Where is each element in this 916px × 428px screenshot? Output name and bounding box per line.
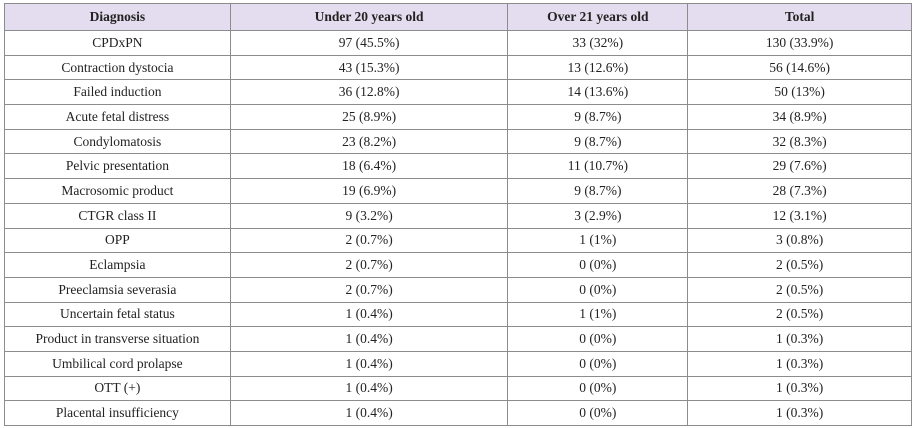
table-row: Pelvic presentation 18 (6.4%) 11 (10.7%) 29… (4, 153, 912, 180)
table-cell: 36 (12.8%) (229, 79, 509, 106)
table-row: Umbilical cord prolapse 1 (0.4%) 0 (0%) 1 (… (4, 350, 912, 377)
table-cell: 56 (14.6%) (687, 54, 912, 81)
table-cell: OTT (+) (4, 375, 231, 402)
table-cell: 1 (0.4%) (229, 326, 509, 352)
table-cell: 9 (8.7%) (507, 104, 689, 130)
header-cell: Diagnosis (4, 3, 231, 31)
table-cell: 9 (8.7%) (507, 128, 689, 155)
table-cell: 1 (0.3%) (687, 350, 912, 377)
table-cell: 50 (13%) (687, 79, 912, 106)
table-cell: 1 (0.4%) (229, 375, 509, 402)
table-cell: 130 (33.9%) (687, 30, 912, 56)
table-row: Preeclamsia severasia 2 (0.7%) 0 (0%) 2 (0.… (4, 276, 912, 303)
table-cell: 0 (0%) (507, 252, 689, 278)
table-cell: 23 (8.2%) (229, 128, 509, 155)
table-cell: CTGR class II (4, 202, 231, 229)
table-cell: 14 (13.6%) (507, 79, 689, 106)
table-cell: OPP (4, 227, 231, 254)
table-cell: 32 (8.3%) (687, 128, 912, 155)
table-cell: 3 (2.9%) (507, 202, 689, 229)
table-row: CTGR class II 9 (3.2%) 3 (2.9%) 12 (3.1%) (4, 202, 912, 229)
table-body: CPDxPN 97 (45.5%) 33 (32%) 130 (33.9%) Contr… (4, 30, 912, 426)
table-row: Uncertain fetal status 1 (0.4%) 1 (1%) 2 (0… (4, 301, 912, 328)
header-cell: Total (687, 3, 912, 31)
table-cell: Eclampsia (4, 252, 231, 278)
table-cell: 3 (0.8%) (687, 227, 912, 254)
table-cell: 28 (7.3%) (687, 178, 912, 204)
table-row: Placental insufficiency 1 (0.4%) 0 (0%) 1 (… (4, 400, 912, 426)
table-cell: 1 (0.4%) (229, 400, 509, 426)
header-row: Diagnosis Under 20 years old Over 21 years… (4, 3, 912, 31)
table-cell: 9 (3.2%) (229, 202, 509, 229)
table-cell: 13 (12.6%) (507, 54, 689, 81)
table-cell: 1 (1%) (507, 227, 689, 254)
table-cell: 33 (32%) (507, 30, 689, 56)
table-cell: 1 (0.3%) (687, 326, 912, 352)
table-cell: 43 (15.3%) (229, 54, 509, 81)
table-cell: 0 (0%) (507, 350, 689, 377)
table-cell: 29 (7.6%) (687, 153, 912, 180)
table-cell: 9 (8.7%) (507, 178, 689, 204)
table-cell: Condylomatosis (4, 128, 231, 155)
table-cell: 1 (0.4%) (229, 301, 509, 328)
header-cell: Under 20 years old (229, 3, 509, 31)
table-row: Macrosomic product 19 (6.9%) 9 (8.7%) 28 (7… (4, 178, 912, 204)
table-cell: CPDxPN (4, 30, 231, 56)
table-row: Eclampsia 2 (0.7%) 0 (0%) 2 (0.5%) (4, 252, 912, 278)
header-cell: Over 21 years old (507, 3, 689, 31)
table-cell: 2 (0.5%) (687, 276, 912, 303)
table-cell: Acute fetal distress (4, 104, 231, 130)
table-cell: Placental insufficiency (4, 400, 231, 426)
table-cell: 0 (0%) (507, 400, 689, 426)
table-cell: 1 (0.3%) (687, 400, 912, 426)
table-cell: Macrosomic product (4, 178, 231, 204)
table-row: Condylomatosis 23 (8.2%) 9 (8.7%) 32 (8.3%) (4, 128, 912, 155)
table-row: Acute fetal distress 25 (8.9%) 9 (8.7%) 34 … (4, 104, 912, 130)
table-cell: 1 (1%) (507, 301, 689, 328)
table-cell: 1 (0.3%) (687, 375, 912, 402)
table-cell: Product in transverse situation (4, 326, 231, 352)
table-cell: Failed induction (4, 79, 231, 106)
table-cell: 2 (0.5%) (687, 252, 912, 278)
table-cell: 34 (8.9%) (687, 104, 912, 130)
table-cell: 97 (45.5%) (229, 30, 509, 56)
table-cell: 0 (0%) (507, 326, 689, 352)
table-cell: Pelvic presentation (4, 153, 231, 180)
table-cell: 18 (6.4%) (229, 153, 509, 180)
table-cell: 1 (0.4%) (229, 350, 509, 377)
table-cell: 2 (0.5%) (687, 301, 912, 328)
data-table: Diagnosis Under 20 years old Over 21 years… (4, 3, 912, 426)
table-row: OPP 2 (0.7%) 1 (1%) 3 (0.8%) (4, 227, 912, 254)
table-cell: Preeclamsia severasia (4, 276, 231, 303)
table-cell: 11 (10.7%) (507, 153, 689, 180)
table-cell: 25 (8.9%) (229, 104, 509, 130)
table-cell: 2 (0.7%) (229, 276, 509, 303)
table-row: Failed induction 36 (12.8%) 14 (13.6%) 50 (… (4, 79, 912, 106)
table-row: Product in transverse situation 1 (0.4%) 0… (4, 326, 912, 352)
table-cell: Contraction dystocia (4, 54, 231, 81)
table-row: CPDxPN 97 (45.5%) 33 (32%) 130 (33.9%) (4, 30, 912, 56)
table-cell: 0 (0%) (507, 375, 689, 402)
table-cell: Umbilical cord prolapse (4, 350, 231, 377)
table-cell: 2 (0.7%) (229, 227, 509, 254)
table-cell: Uncertain fetal status (4, 301, 231, 328)
table-cell: 12 (3.1%) (687, 202, 912, 229)
table-cell: 19 (6.9%) (229, 178, 509, 204)
table-cell: 2 (0.7%) (229, 252, 509, 278)
table-row: Contraction dystocia 43 (15.3%) 13 (12.6%)… (4, 54, 912, 81)
table-row: OTT (+) 1 (0.4%) 0 (0%) 1 (0.3%) (4, 375, 912, 402)
table-cell: 0 (0%) (507, 276, 689, 303)
